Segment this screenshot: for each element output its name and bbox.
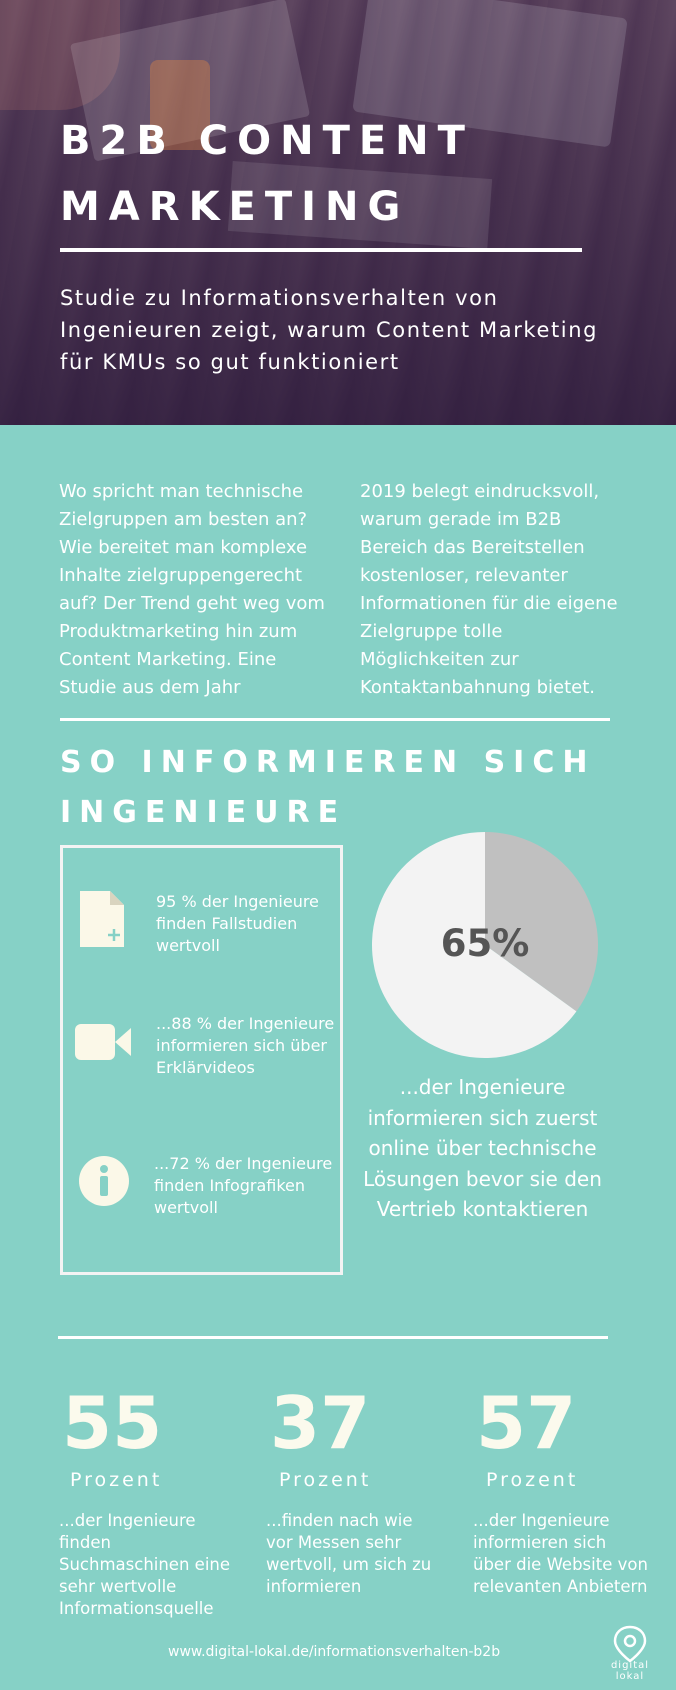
big-stat-unit: Prozent (486, 1469, 579, 1491)
pie-slice-other (485, 832, 598, 1012)
section-divider (60, 718, 610, 721)
title-divider (60, 248, 582, 252)
intro-text-left: Wo spricht man technische Zielgruppen am… (59, 481, 325, 698)
video-camera-icon (75, 1024, 131, 1060)
pie-value-label: 65% (440, 922, 530, 965)
footer-url-link[interactable]: www.digital-lokal.de/informationsverhalt… (168, 1644, 501, 1660)
stats-box (60, 845, 343, 1275)
big-stat-number: 37 (270, 1381, 371, 1465)
brand-logo-line: digital (610, 1660, 650, 1671)
big-stat-text: ...der Ingenieure informieren sich über … (473, 1511, 648, 1596)
big-stat-text: ...der Ingenieure finden Suchmaschinen e… (59, 1511, 231, 1618)
stat-case-studies: 95 % der Ingenieure finden Fallstudien w… (156, 892, 319, 955)
location-pin-icon (613, 1625, 647, 1663)
document-icon (80, 891, 124, 947)
info-icon (79, 1156, 129, 1206)
big-stat-number: 55 (62, 1381, 163, 1465)
big-stat-unit: Prozent (279, 1469, 372, 1491)
brand-logo-text: digital lokal (600, 1660, 660, 1682)
stat-explainer-videos: ...88 % der Ingenieure informieren sich … (156, 1014, 335, 1077)
big-stat-unit: Prozent (70, 1469, 163, 1491)
pie-slice-online-first (371, 832, 577, 1058)
hero-photo-shape (150, 60, 210, 150)
pie-chart (371, 832, 598, 1058)
big-stat-text: ...finden nach wie vor Messen sehr wertv… (266, 1511, 432, 1596)
section-divider (58, 1336, 608, 1339)
big-stat-number: 57 (476, 1381, 577, 1465)
intro-text-right: 2019 belegt eindrucksvoll, warum gerade … (360, 481, 618, 698)
pie-caption: ...der Ingenieure informieren sich zuers… (363, 1075, 602, 1221)
brand-logo-line: lokal (615, 1671, 645, 1682)
section-title: SO INFORMIEREN SICH INGENIEURE (60, 745, 596, 830)
hero-banner (0, 0, 676, 425)
page-title: B2B CONTENT MARKETING (60, 118, 474, 230)
hero-photo-shape (0, 0, 120, 110)
page-subtitle: Studie zu Informationsverhalten von Inge… (60, 286, 599, 374)
stat-infographics: ...72 % der Ingenieure finden Infografik… (154, 1154, 333, 1217)
